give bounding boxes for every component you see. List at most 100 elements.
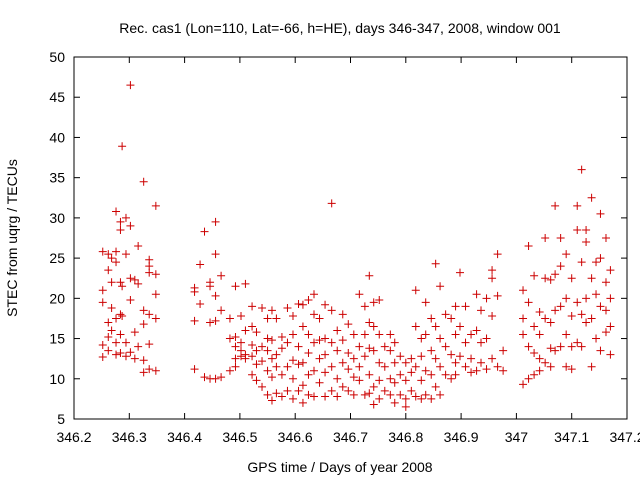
data-point [190, 316, 199, 325]
data-point [365, 370, 374, 379]
x-tick-label: 346.2 [56, 429, 91, 445]
data-point [267, 306, 276, 315]
data-point [258, 342, 267, 351]
data-point [231, 354, 240, 363]
data-point [248, 370, 257, 379]
x-tick-label: 346.5 [222, 429, 257, 445]
data-point [411, 322, 420, 331]
data-point [338, 358, 347, 367]
data-point [451, 330, 460, 339]
data-point [447, 350, 456, 359]
data-point [116, 330, 125, 339]
data-point [211, 291, 220, 300]
data-point [145, 268, 154, 277]
data-point [112, 338, 121, 347]
data-point [441, 370, 450, 379]
data-point [472, 290, 481, 299]
data-point [541, 358, 550, 367]
data-point [349, 373, 358, 382]
data-point [126, 348, 135, 357]
data-point [145, 365, 154, 374]
data-point [567, 274, 576, 283]
data-point [126, 221, 135, 230]
data-point [315, 336, 324, 345]
data-point [365, 318, 374, 327]
data-point [427, 370, 436, 379]
data-point [248, 340, 257, 349]
data-point [380, 342, 389, 351]
data-point [349, 354, 358, 363]
data-point [121, 338, 130, 347]
data-point [310, 392, 319, 401]
data-point [98, 340, 107, 349]
data-point [134, 342, 143, 351]
data-point [455, 268, 464, 277]
data-point [327, 386, 336, 395]
data-point [344, 320, 353, 329]
data-point [139, 306, 148, 315]
data-point [294, 342, 303, 351]
data-point [248, 322, 257, 331]
data-point [396, 370, 405, 379]
data-point [116, 278, 125, 287]
data-point [321, 334, 330, 343]
data-point [375, 376, 384, 385]
data-point [567, 312, 576, 321]
data-point [427, 394, 436, 403]
data-point [112, 247, 121, 256]
data-point [472, 366, 481, 375]
data-point [386, 374, 395, 383]
data-point [126, 81, 135, 90]
data-point [126, 295, 135, 304]
data-point [596, 346, 605, 355]
data-point [277, 344, 286, 353]
data-point [451, 302, 460, 311]
data-point [535, 308, 544, 317]
data-point [98, 286, 107, 295]
data-point [258, 382, 267, 391]
y-tick-label: 45 [49, 89, 65, 105]
data-point [248, 302, 257, 311]
data-point [488, 266, 497, 275]
data-point [252, 376, 261, 385]
data-point [556, 302, 565, 311]
data-point [310, 290, 319, 299]
data-point [283, 338, 292, 347]
data-point [488, 312, 497, 321]
data-point [231, 282, 240, 291]
data-point [139, 368, 148, 377]
data-point [107, 326, 116, 335]
data-point [231, 362, 240, 371]
data-point [499, 366, 508, 375]
data-point [369, 322, 378, 331]
y-tick-label: 50 [49, 49, 65, 65]
data-point [145, 340, 154, 349]
data-point [535, 330, 544, 339]
data-point [519, 314, 528, 323]
data-point [315, 354, 324, 363]
data-point [546, 344, 555, 353]
data-point [524, 342, 533, 351]
data-point [360, 302, 369, 311]
data-point [461, 362, 470, 371]
data-point [355, 376, 364, 385]
data-point [360, 390, 369, 399]
data-point [369, 346, 378, 355]
data-point [436, 334, 445, 343]
data-point [112, 350, 121, 359]
data-point [396, 390, 405, 399]
data-point [493, 250, 502, 259]
data-point [225, 366, 234, 375]
data-point [263, 314, 272, 323]
data-point [369, 400, 378, 409]
data-point [524, 242, 533, 251]
data-point [482, 365, 491, 374]
x-tick-label: 347.1 [554, 429, 589, 445]
data-point [401, 394, 410, 403]
data-point [225, 314, 234, 323]
data-point [355, 362, 364, 371]
data-point [482, 334, 491, 343]
data-point [206, 282, 215, 291]
data-points [98, 81, 615, 411]
data-point [277, 332, 286, 341]
